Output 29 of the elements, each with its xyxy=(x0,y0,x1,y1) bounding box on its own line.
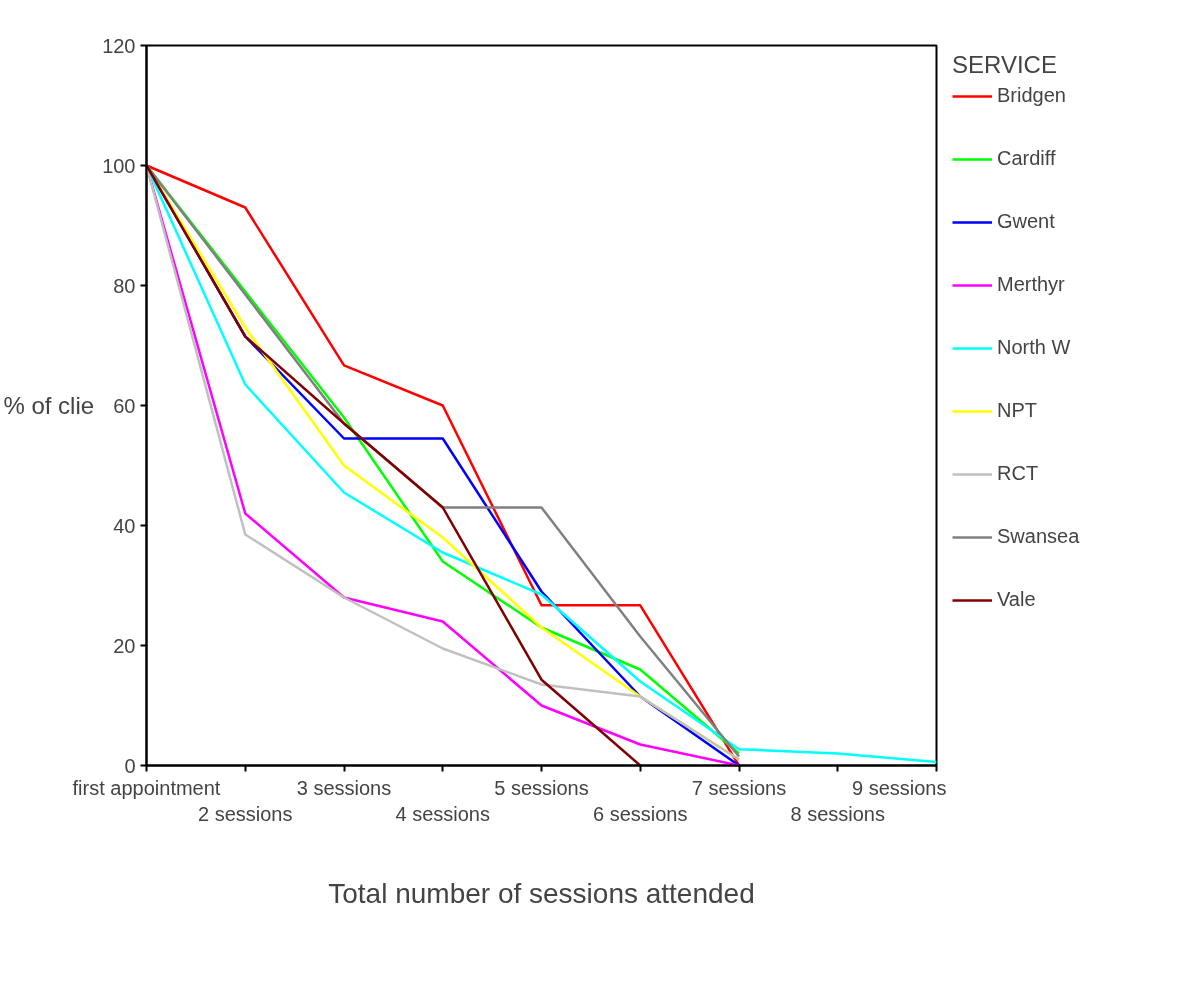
legend-label: Bridgen xyxy=(997,84,1066,107)
y-axis-title: % of clie xyxy=(3,392,95,419)
y-tick-label: 20 xyxy=(113,634,136,657)
x-tick-label: 5 sessions xyxy=(494,776,589,799)
x-tick-label: 3 sessions xyxy=(296,776,392,799)
x-tick-label: 6 sessions xyxy=(593,802,688,825)
x-tick-label: 9 sessions xyxy=(852,776,947,799)
y-tick-label: 60 xyxy=(113,394,136,417)
legend-label: Gwent xyxy=(997,210,1055,233)
legend-title: SERVICE xyxy=(952,51,1058,79)
line-series xyxy=(146,164,642,766)
y-tick-label: 100 xyxy=(102,154,136,177)
legend-label: Cardiff xyxy=(997,147,1056,170)
y-tick-label: 80 xyxy=(113,274,136,297)
x-axis-title: Total number of sessions attended xyxy=(328,877,755,909)
x-tick-label: 7 sessions xyxy=(691,776,787,799)
y-tick-label: 120 xyxy=(102,34,136,57)
legend-label: Vale xyxy=(997,588,1036,611)
x-tick-label: first appointment xyxy=(72,776,221,799)
legend-label: North W xyxy=(997,336,1071,359)
x-tick-label: 4 sessions xyxy=(395,802,490,825)
y-tick-label: 0 xyxy=(124,754,136,777)
legend-label: RCT xyxy=(997,462,1039,485)
legend-label: NPT xyxy=(997,399,1037,422)
legend-label: Merthyr xyxy=(997,273,1065,296)
legend-label: Swansea xyxy=(997,525,1080,548)
x-tick-label: 2 sessions xyxy=(198,802,293,825)
x-tick-label: 8 sessions xyxy=(790,802,885,825)
y-tick-label: 40 xyxy=(113,514,136,537)
